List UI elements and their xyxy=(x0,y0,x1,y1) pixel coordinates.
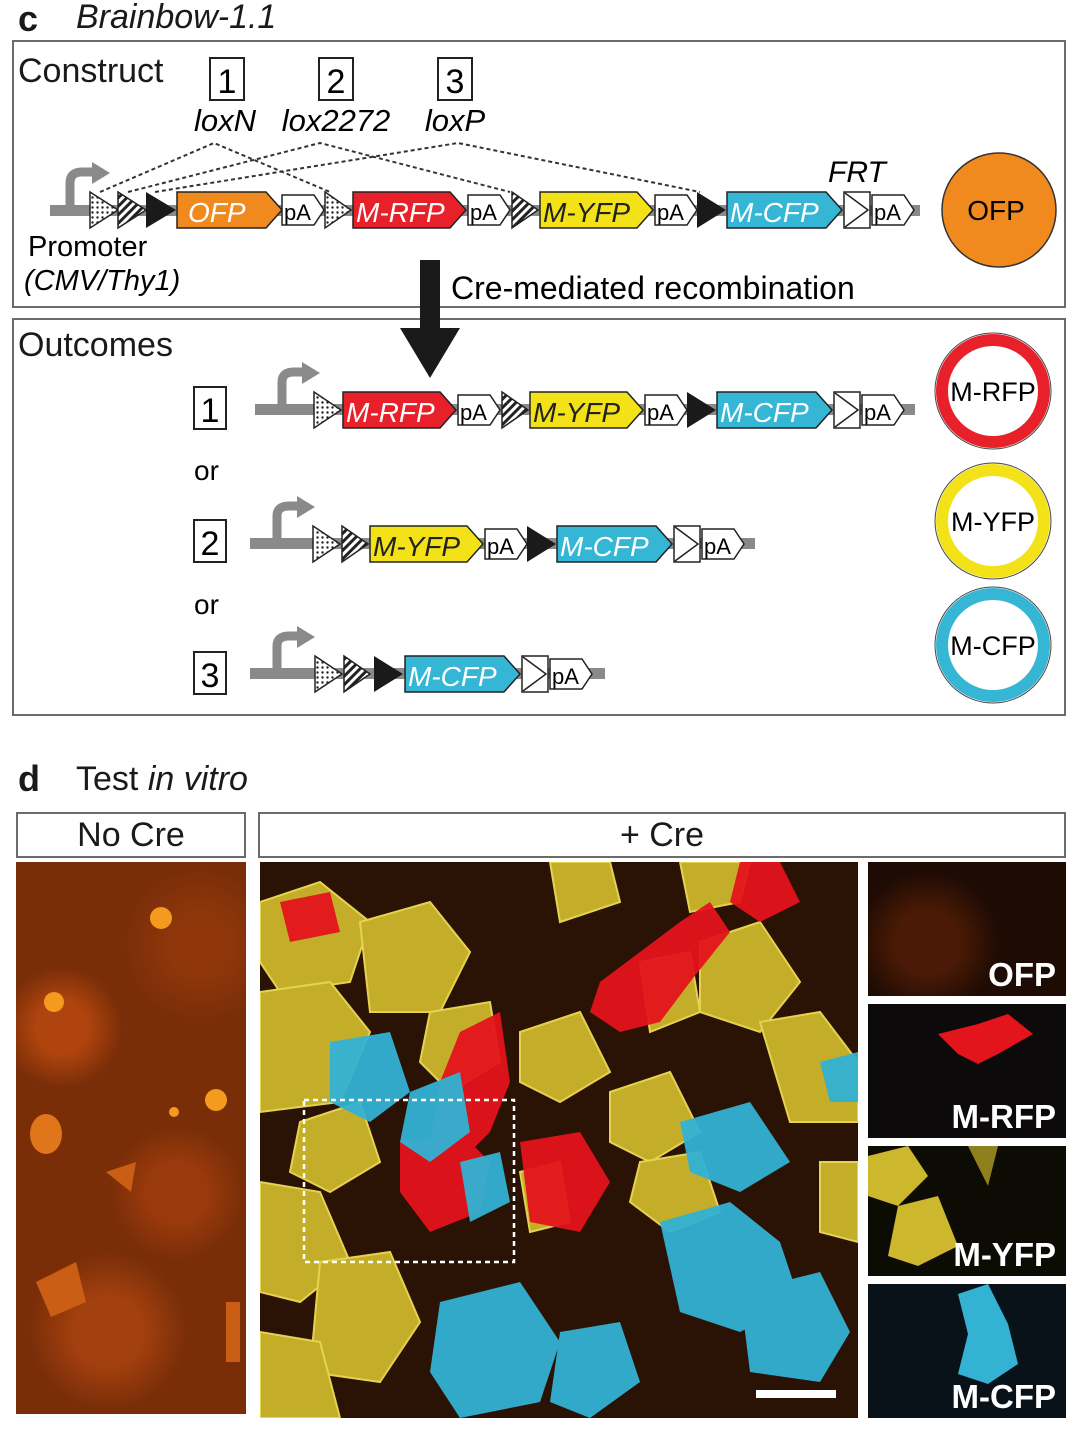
gene-label-cfp: M-CFP xyxy=(730,197,819,228)
recombination-lines xyxy=(99,141,701,193)
construct-backbone xyxy=(50,162,920,230)
cre-recombination-label: Cre-mediated recombination xyxy=(451,270,855,306)
cfp-channel-cell xyxy=(958,1284,1018,1384)
channel-panel-rfp: M-RFP xyxy=(868,1004,1066,1138)
site-name-lox2272: lox2272 xyxy=(282,103,391,138)
gene-label-yfp: M-YFP xyxy=(533,397,620,428)
channel-panel-cfp: M-CFP xyxy=(868,1284,1066,1418)
or-label: or xyxy=(194,589,219,620)
pa-label: pA xyxy=(647,400,674,425)
or-label: or xyxy=(194,455,219,486)
pa-label: pA xyxy=(704,534,731,559)
outcome-1-box: 1 xyxy=(193,386,227,430)
outcome-2-construct xyxy=(250,496,755,564)
rfp-circle: M-RFP xyxy=(934,332,1052,450)
panel-c-title-text: Brainbow-1.1 xyxy=(76,0,277,36)
site-num-1: 1 xyxy=(218,63,237,101)
no-cre-header: No Cre xyxy=(16,812,246,858)
panel-c-title: Brainbow-1.1 xyxy=(76,0,276,37)
gene-label-rfp: M-RFP xyxy=(346,397,435,428)
panel-d-title-italic: in vitro xyxy=(147,760,248,798)
gene-label-yfp: M-YFP xyxy=(543,197,630,228)
panel-d-letter: d xyxy=(18,758,40,799)
cfp-circle: M-CFP xyxy=(934,586,1052,704)
outcomes-box xyxy=(12,318,1066,716)
rfp-channel-cell xyxy=(938,1014,1033,1064)
plus-cre-micrograph xyxy=(260,862,858,1418)
cfp-circle-label: M-CFP xyxy=(950,631,1035,661)
pa-label: pA xyxy=(487,534,514,559)
scale-bar xyxy=(756,1390,836,1398)
outcomes-label: Outcomes xyxy=(18,326,173,364)
outcome-3-box: 3 xyxy=(193,651,227,695)
pa-label: pA xyxy=(864,400,891,425)
pa-label: pA xyxy=(874,200,901,225)
panel-d-title-prefix: Test xyxy=(76,760,148,798)
pa-label: pA xyxy=(460,400,487,425)
gene-label-yfp: M-YFP xyxy=(373,531,460,562)
site-box-2: 2 xyxy=(318,57,354,101)
channel-label-rfp: M-RFP xyxy=(951,1098,1056,1135)
no-cre-micrograph xyxy=(16,862,246,1414)
panel-c-letter: c xyxy=(18,0,39,39)
channel-panel-yfp: M-YFP xyxy=(868,1146,1066,1276)
outcome-num-1: 1 xyxy=(201,392,220,430)
outcome-num-2: 2 xyxy=(201,525,220,563)
inset-region-box xyxy=(302,1098,516,1264)
plus-cre-cells xyxy=(260,862,858,1418)
site-box-3: 3 xyxy=(437,57,473,101)
gene-label-ofp: OFP xyxy=(188,197,246,228)
site-num-3: 3 xyxy=(446,63,465,101)
pa-label: pA xyxy=(552,664,579,689)
outcome-1-construct xyxy=(255,362,915,430)
channel-label-cfp: M-CFP xyxy=(951,1378,1056,1415)
outcome-3-construct xyxy=(250,626,605,694)
ofp-circle: OFP xyxy=(941,152,1057,268)
cre-arrow xyxy=(400,260,460,378)
site-name-loxn: loxN xyxy=(194,103,257,138)
gene-label-rfp: M-RFP xyxy=(356,197,445,228)
yfp-channel-cells xyxy=(868,1146,998,1266)
pa-label: pA xyxy=(284,200,311,225)
channel-label-yfp: M-YFP xyxy=(953,1236,1056,1273)
rfp-circle-label: M-RFP xyxy=(950,377,1035,407)
construct-box xyxy=(12,40,1066,308)
ofp-circle-label: OFP xyxy=(967,195,1025,226)
construct-label: Construct xyxy=(18,52,164,90)
site-box-1: 1 xyxy=(209,57,245,101)
gene-label-cfp: M-CFP xyxy=(720,397,809,428)
promoter-label: Promoter xyxy=(28,231,148,263)
gene-label-cfp: M-CFP xyxy=(560,531,649,562)
promoter-types: (CMV/Thy1) xyxy=(24,265,180,297)
pa-label: pA xyxy=(657,200,684,225)
yfp-circle-label: M-YFP xyxy=(951,507,1035,537)
outcome-num-3: 3 xyxy=(201,657,220,695)
channel-panel-ofp: OFP xyxy=(868,862,1066,996)
plus-cre-header: + Cre xyxy=(258,812,1066,858)
site-num-2: 2 xyxy=(327,63,346,101)
channel-label-ofp: OFP xyxy=(988,956,1056,993)
gene-label-cfp: M-CFP xyxy=(408,661,497,692)
yfp-circle: M-YFP xyxy=(934,462,1052,580)
outcome-2-box: 2 xyxy=(193,519,227,563)
no-cre-cells xyxy=(30,907,240,1362)
site-name-loxp: loxP xyxy=(425,103,486,138)
brainbow-diagram: 1 2 3 loxN lox2272 loxP OFP xyxy=(24,57,1057,704)
panel-d-title: Test in vitro xyxy=(76,760,248,799)
pa-label: pA xyxy=(470,200,497,225)
frt-label: FRT xyxy=(828,156,888,189)
